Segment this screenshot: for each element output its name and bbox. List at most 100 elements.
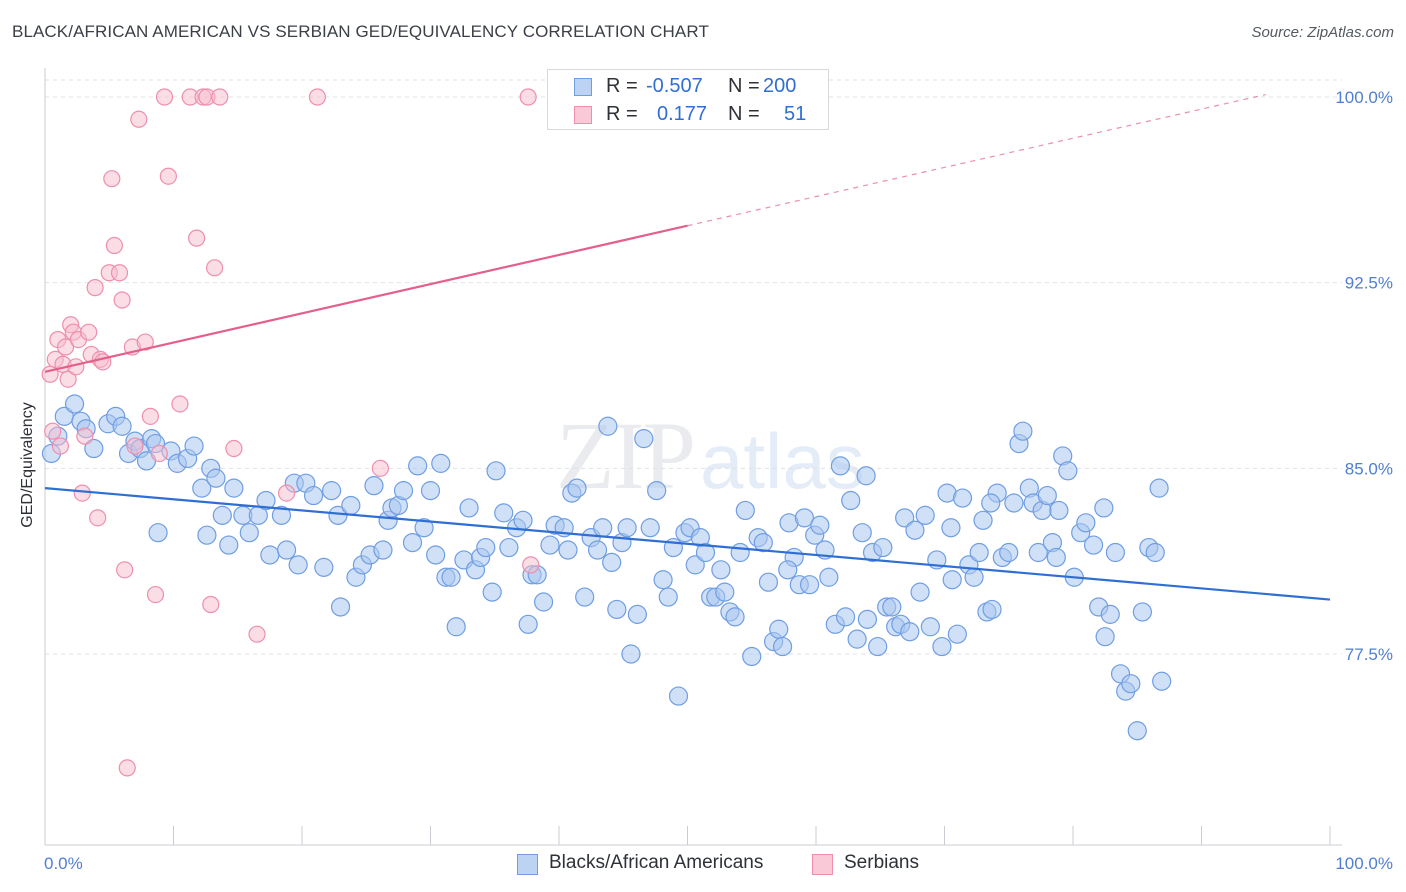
data-point-blacks — [1127, 721, 1147, 741]
data-point-serbians — [89, 509, 107, 527]
data-point-blacks — [742, 646, 762, 667]
data-point-serbians — [110, 264, 129, 282]
data-point-serbians — [225, 439, 243, 458]
data-point-blacks — [446, 617, 466, 637]
data-point-blacks — [1013, 421, 1033, 441]
data-point-serbians — [59, 370, 77, 388]
data-point-blacks — [964, 567, 984, 587]
trend-line-serbians-extension — [687, 93, 1266, 227]
bottom-swatch-pink — [812, 854, 833, 875]
data-point-blacks — [184, 436, 204, 456]
data-point-blacks — [941, 518, 961, 538]
data-point-blacks — [653, 570, 673, 590]
data-point-blacks — [725, 607, 745, 627]
data-point-blacks — [621, 644, 641, 664]
data-point-blacks — [558, 540, 578, 560]
data-point-blacks — [1094, 498, 1114, 518]
data-point-blacks — [794, 508, 815, 528]
data-point-blacks — [969, 542, 989, 563]
data-point-blacks — [271, 505, 292, 525]
data-point-blacks — [607, 599, 627, 620]
data-point-blacks — [1049, 500, 1069, 521]
data-point-blacks — [1145, 542, 1165, 563]
data-point-blacks — [819, 567, 839, 587]
data-point-blacks — [982, 599, 1002, 620]
data-point-blacks — [711, 560, 731, 580]
data-point-blacks — [758, 572, 779, 592]
data-point-blacks — [1152, 671, 1172, 691]
data-point-blacks — [947, 624, 967, 644]
data-point-blacks — [1076, 513, 1096, 533]
trend-lines — [44, 93, 1331, 601]
data-point-blacks — [402, 532, 423, 553]
data-point-blacks — [494, 503, 514, 523]
legend-n-value: 200 — [763, 75, 797, 97]
data-point-blacks — [685, 555, 705, 575]
data-point-blacks — [321, 481, 342, 501]
data-point-serbians — [248, 625, 266, 643]
data-point-blacks — [753, 532, 773, 553]
data-point-blacks — [486, 461, 506, 481]
data-point-blacks — [206, 468, 226, 488]
data-point-serbians — [519, 88, 537, 106]
data-point-blacks — [730, 542, 750, 563]
data-point-blacks — [999, 542, 1019, 563]
data-point-blacks — [1083, 535, 1104, 555]
x-tick-label: 100.0% — [1335, 854, 1393, 873]
data-point-serbians — [211, 88, 229, 106]
data-point-serbians — [371, 459, 389, 477]
data-point-blacks — [695, 542, 716, 563]
data-point-blacks — [112, 416, 132, 436]
data-point-serbians — [113, 291, 131, 309]
data-point-blacks — [420, 481, 441, 501]
data-point-blacks — [1100, 604, 1120, 624]
data-point-blacks — [431, 453, 451, 473]
data-point-blacks — [219, 535, 239, 555]
data-point-blacks — [715, 582, 735, 602]
data-point-serbians — [86, 279, 104, 297]
data-point-blacks — [900, 622, 920, 642]
data-point-blacks — [856, 466, 876, 486]
data-point-serbians — [277, 484, 296, 502]
data-point-blacks — [640, 518, 660, 538]
series-blacks-points — [41, 394, 1172, 741]
legend-n-label: N = — [728, 75, 760, 97]
data-point-serbians — [126, 437, 144, 455]
legend-r-value: -0.507 — [646, 75, 703, 97]
data-point-blacks — [1028, 542, 1048, 563]
data-point-blacks — [593, 518, 613, 538]
data-point-blacks — [587, 540, 608, 560]
data-point-blacks — [84, 438, 104, 459]
data-point-serbians — [141, 407, 159, 425]
legend-row-serbians: R = 0.177 N = 51 — [548, 101, 828, 129]
data-point-blacks — [905, 520, 925, 540]
data-point-blacks — [778, 560, 798, 580]
data-point-serbians — [202, 595, 220, 614]
data-point-blacks — [627, 604, 647, 624]
data-point-blacks — [1121, 674, 1141, 694]
data-point-blacks — [426, 545, 446, 565]
data-point-blacks — [830, 456, 851, 476]
data-point-serbians — [118, 759, 136, 777]
y-tick-label: 85.0% — [1345, 459, 1393, 478]
legend-r-value: 0.177 — [657, 103, 708, 125]
data-point-blacks — [148, 523, 168, 543]
data-point-blacks — [882, 597, 902, 617]
data-point-blacks — [847, 629, 867, 649]
data-point-serbians — [188, 229, 206, 247]
data-point-blacks — [1058, 461, 1078, 481]
data-point-blacks — [513, 510, 533, 530]
data-point-blacks — [1105, 542, 1126, 563]
data-point-serbians — [146, 585, 165, 604]
legend-row-blacks: R = -0.507 N = 200 — [548, 73, 828, 101]
data-point-blacks — [1095, 627, 1115, 647]
data-point-blacks — [942, 570, 962, 590]
data-point-blacks — [841, 490, 861, 511]
y-tick-label: 77.5% — [1345, 645, 1393, 664]
legend-n-label: N = — [728, 103, 760, 125]
data-point-blacks — [256, 490, 276, 511]
data-point-blacks — [364, 476, 384, 496]
data-point-blacks — [873, 537, 893, 558]
data-point-blacks — [212, 505, 232, 525]
